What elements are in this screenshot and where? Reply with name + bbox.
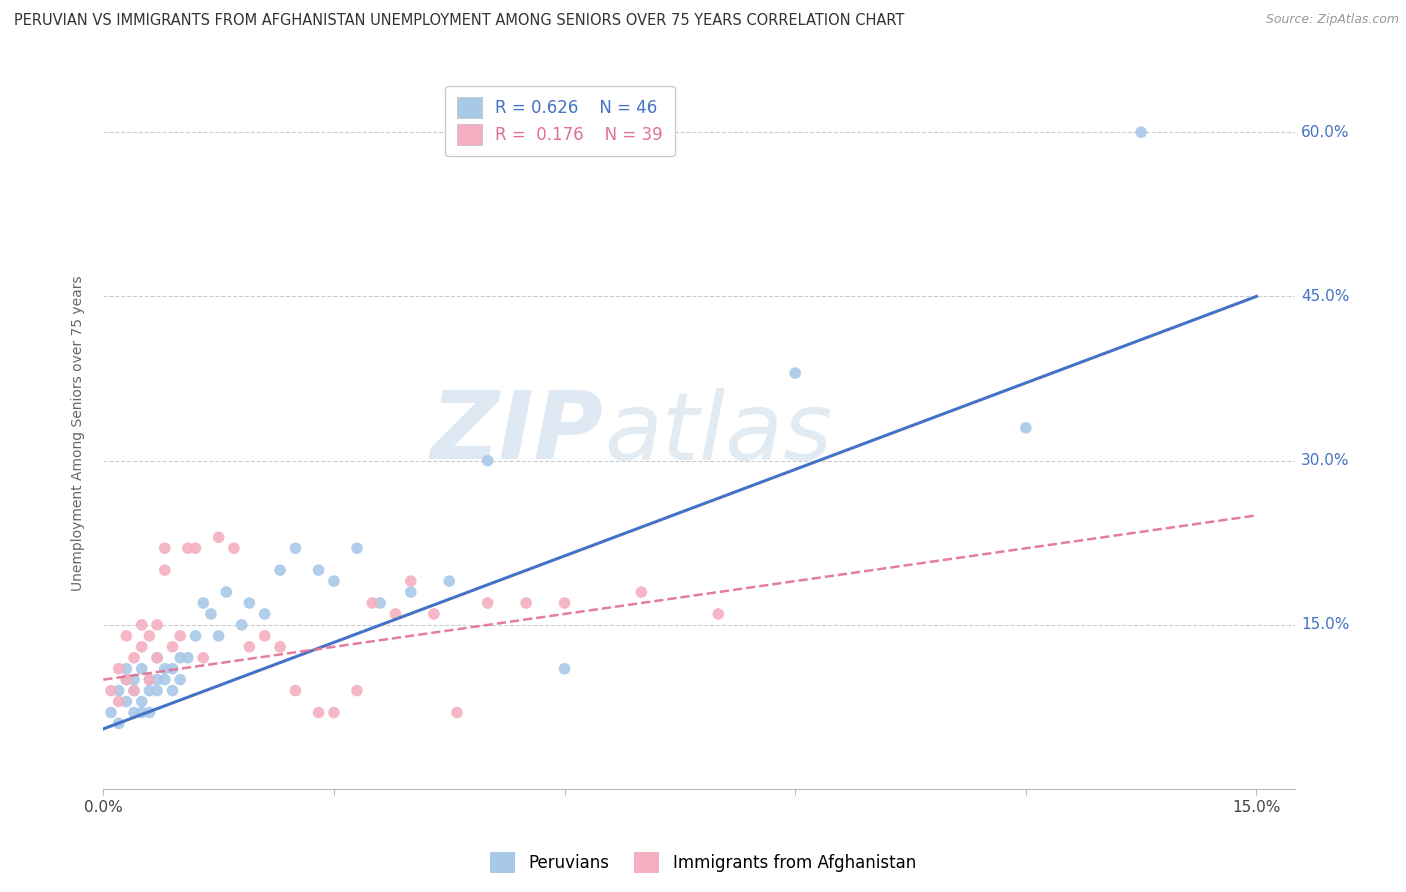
Legend: R = 0.626    N = 46, R =  0.176    N = 39: R = 0.626 N = 46, R = 0.176 N = 39 [446, 86, 675, 156]
Point [146, 673, 169, 687]
Text: 15.0%: 15.0% [1301, 617, 1350, 632]
Point [284, 683, 307, 698]
Point [785, 366, 807, 380]
Point [153, 541, 176, 556]
Point [215, 585, 238, 599]
Point [184, 541, 207, 556]
Point [322, 706, 344, 720]
Point [146, 650, 169, 665]
Point [384, 607, 406, 621]
Point [138, 683, 160, 698]
Point [131, 706, 153, 720]
Point [399, 574, 422, 588]
Text: ZIP: ZIP [430, 387, 603, 479]
Point [207, 629, 229, 643]
Point [308, 563, 330, 577]
Text: 30.0%: 30.0% [1301, 453, 1350, 468]
Point [707, 607, 730, 621]
Point [269, 640, 291, 654]
Point [193, 650, 215, 665]
Point [131, 694, 153, 708]
Point [131, 662, 153, 676]
Point [107, 683, 129, 698]
Point [253, 629, 276, 643]
Point [184, 629, 207, 643]
Point [200, 607, 222, 621]
Text: Source: ZipAtlas.com: Source: ZipAtlas.com [1265, 13, 1399, 27]
Point [207, 530, 229, 544]
Point [107, 662, 129, 676]
Point [1130, 125, 1153, 139]
Text: 60.0%: 60.0% [1301, 125, 1350, 140]
Point [115, 662, 138, 676]
Point [222, 541, 245, 556]
Text: PERUVIAN VS IMMIGRANTS FROM AFGHANISTAN UNEMPLOYMENT AMONG SENIORS OVER 75 YEARS: PERUVIAN VS IMMIGRANTS FROM AFGHANISTAN … [14, 13, 904, 29]
Point [322, 574, 344, 588]
Point [115, 673, 138, 687]
Point [107, 716, 129, 731]
Point [115, 629, 138, 643]
Point [253, 607, 276, 621]
Point [1015, 421, 1038, 435]
Legend: Peruvians, Immigrants from Afghanistan: Peruvians, Immigrants from Afghanistan [484, 846, 922, 880]
Point [554, 596, 576, 610]
Point [238, 640, 260, 654]
Point [138, 706, 160, 720]
Point [162, 683, 184, 698]
Point [477, 596, 499, 610]
Point [439, 574, 461, 588]
Point [138, 673, 160, 687]
Point [100, 683, 122, 698]
Point [169, 629, 191, 643]
Point [177, 541, 200, 556]
Point [153, 673, 176, 687]
Point [368, 596, 391, 610]
Point [477, 453, 499, 467]
Point [308, 706, 330, 720]
Point [423, 607, 446, 621]
Point [399, 585, 422, 599]
Point [346, 683, 368, 698]
Point [515, 596, 537, 610]
Point [169, 650, 191, 665]
Point [146, 683, 169, 698]
Point [138, 629, 160, 643]
Point [100, 706, 122, 720]
Point [284, 541, 307, 556]
Point [153, 662, 176, 676]
Point [122, 683, 145, 698]
Text: 45.0%: 45.0% [1301, 289, 1350, 304]
Point [630, 585, 652, 599]
Point [361, 596, 384, 610]
Point [153, 563, 176, 577]
Point [131, 640, 153, 654]
Point [193, 596, 215, 610]
Point [162, 640, 184, 654]
Point [346, 541, 368, 556]
Point [446, 706, 468, 720]
Point [122, 673, 145, 687]
Point [162, 662, 184, 676]
Point [122, 706, 145, 720]
Y-axis label: Unemployment Among Seniors over 75 years: Unemployment Among Seniors over 75 years [72, 276, 86, 591]
Point [177, 650, 200, 665]
Point [238, 596, 260, 610]
Point [115, 673, 138, 687]
Point [122, 683, 145, 698]
Text: atlas: atlas [603, 388, 832, 479]
Point [146, 650, 169, 665]
Point [115, 694, 138, 708]
Point [269, 563, 291, 577]
Point [131, 618, 153, 632]
Point [554, 662, 576, 676]
Point [146, 618, 169, 632]
Point [231, 618, 253, 632]
Point [169, 673, 191, 687]
Point [107, 694, 129, 708]
Point [138, 673, 160, 687]
Point [122, 650, 145, 665]
